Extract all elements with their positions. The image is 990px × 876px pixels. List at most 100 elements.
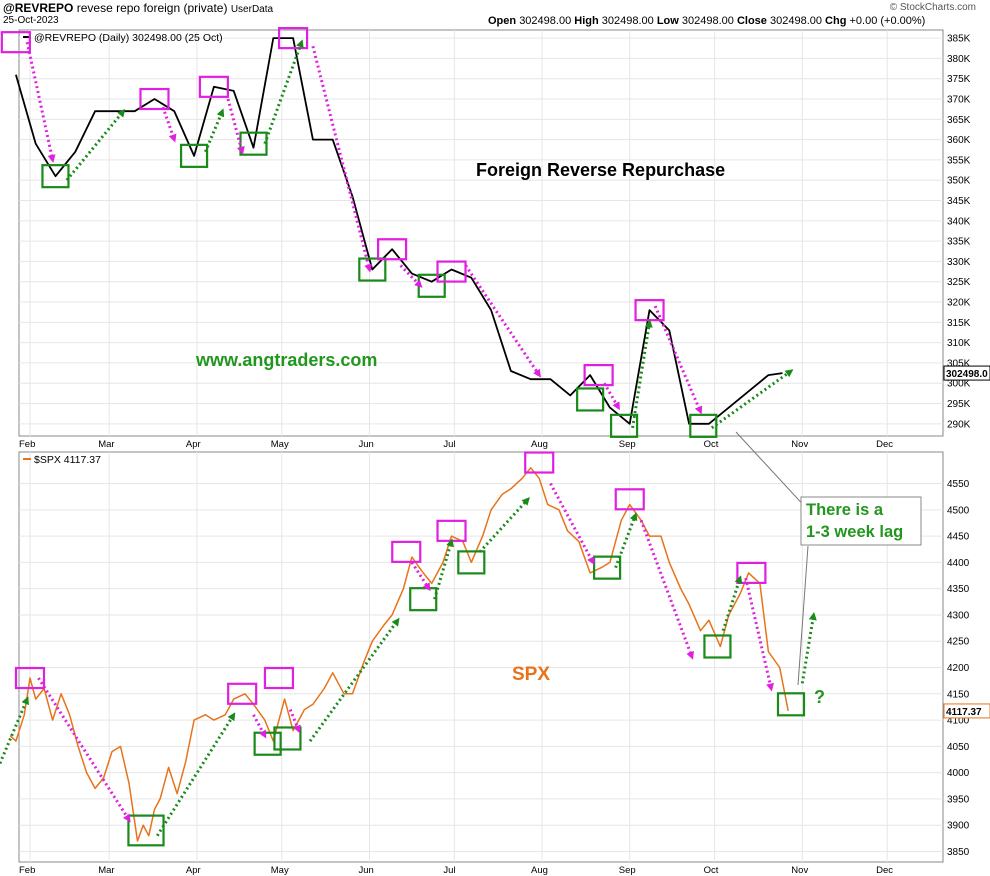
down-trend-arrow: [226, 98, 245, 155]
peak-marker-box: [377, 238, 408, 261]
header-title: @REVREPO revese repo foreign (private) U…: [3, 1, 273, 15]
spx-y-tick-label: 3950: [947, 794, 970, 805]
callout-pointer-line: [797, 545, 809, 686]
spx-x-tick-label: Sep: [619, 865, 636, 876]
revrepo-y-tick-label: 345K: [947, 196, 971, 207]
revrepo-y-tick-label: 320K: [947, 298, 971, 309]
peak-marker-box: [263, 666, 295, 690]
quote-chg-label: Chg: [825, 15, 847, 27]
spx-legend-text: $SPX 4117.37: [34, 454, 101, 466]
spx-y-tick-label: 4400: [947, 558, 970, 569]
up-trend-arrow: [433, 538, 454, 600]
spx-x-tick-label: Feb: [19, 865, 35, 876]
revrepo-y-tick-label: 310K: [947, 338, 971, 349]
chart-header: @REVREPO revese repo foreign (private) U…: [0, 0, 990, 30]
spx-x-tick-label: Aug: [531, 865, 548, 876]
revrepo-y-tick-label: 300K: [947, 379, 971, 390]
peak-marker-box: [227, 682, 258, 705]
header-symbol: @REVREPO: [3, 1, 74, 15]
down-trend-arrow: [288, 709, 301, 734]
revrepo-y-tick-label: 340K: [947, 216, 971, 227]
peak-marker-box: [736, 561, 767, 584]
trough-marker-box: [593, 555, 622, 580]
trough-marker-box: [457, 550, 486, 575]
up-trend-arrow: [0, 696, 29, 768]
spx-y-tick-label: 3850: [947, 847, 970, 858]
revrepo-panel: 290K 295K 300K 305K 310K 315K 320K 325K 330K 335K…: [0, 27, 990, 450]
spx-y-tick-label: 4500: [947, 505, 970, 516]
revrepo-legend: @REVREPO (Daily) 302498.00 (25 Oct): [23, 32, 223, 44]
header-description: revese repo foreign (private): [76, 1, 228, 15]
revrepo-y-tick-label: 290K: [947, 419, 971, 430]
spx-x-tick-label: Mar: [98, 865, 114, 876]
spx-x-tick-label: Jun: [358, 865, 373, 876]
peak-marker-box: [583, 364, 614, 387]
revrepo-last-value: 302498.0: [946, 369, 988, 380]
stockcharts-brand: © StockCharts.com: [889, 2, 976, 13]
down-trend-arrow: [161, 106, 177, 143]
chart-panels: 290K 295K 300K 305K 310K 315K 320K 325K 330K 335K…: [0, 27, 990, 876]
callout-box: [800, 496, 922, 546]
spx-y-tick-label: 4300: [947, 610, 970, 621]
peak-marker-box: [391, 540, 422, 563]
revrepo-y-tick-label: 355K: [947, 155, 971, 166]
up-trend-arrow: [710, 369, 794, 430]
spx-series-line: [9, 467, 789, 842]
revrepo-x-tick-label: May: [271, 439, 289, 450]
spx-y-tick-label: 4450: [947, 532, 970, 543]
revrepo-x-tick-label: Mar: [98, 439, 114, 450]
revrepo-y-tick-label: 325K: [947, 277, 971, 288]
spx-legend: $SPX 4117.37: [23, 454, 101, 466]
watermark-text: www.angtraders.com: [195, 350, 377, 370]
spx-chart-title: SPX: [512, 664, 550, 685]
quote-high-label: High: [574, 15, 599, 27]
revrepo-y-tick-label: 330K: [947, 257, 971, 268]
spx-y-tick-label: 4250: [947, 637, 970, 648]
revrepo-y-tick-label: 370K: [947, 95, 971, 106]
spx-y-tick-label: 4050: [947, 742, 970, 753]
revrepo-plot-frame: [18, 29, 944, 437]
question-mark: ?: [814, 687, 825, 707]
spx-plot-frame: [18, 451, 944, 863]
up-trend-arrow: [156, 712, 236, 837]
spx-x-tick-label: Dec: [876, 865, 893, 876]
spx-y-tick-label: 4100: [947, 716, 970, 727]
quote-chg: +0.00 (+0.00%): [849, 15, 926, 27]
peak-marker-box: [524, 451, 555, 474]
down-trend-arrow: [410, 561, 431, 592]
spx-x-tick-label: Oct: [704, 865, 719, 876]
revrepo-x-tick-label: Oct: [704, 439, 719, 450]
revrepo-y-tick-label: 365K: [947, 115, 971, 126]
down-trend-arrow: [744, 577, 774, 692]
spx-y-tick-label: 4200: [947, 663, 970, 674]
peak-marker-box: [14, 666, 46, 690]
revrepo-x-tick-label: Dec: [876, 439, 893, 450]
up-trend-arrow: [800, 611, 817, 684]
spx-last-value-box: [943, 703, 990, 719]
revrepo-x-tick-label: Jun: [358, 439, 373, 450]
callout-text: 1-3 week lag: [806, 523, 903, 541]
revrepo-last-value-box: [943, 365, 990, 381]
trough-marker-box: [127, 814, 165, 847]
revrepo-x-tick-label: Aug: [531, 439, 548, 450]
revrepo-x-tick-label: Nov: [791, 439, 808, 450]
revrepo-x-tick-label: Feb: [19, 439, 35, 450]
revrepo-x-tick-label: Sep: [619, 439, 636, 450]
trough-marker-box: [41, 164, 70, 189]
down-trend-arrow: [37, 677, 131, 823]
revrepo-legend-text: @REVREPO (Daily) 302498.00 (25 Oct): [34, 32, 223, 44]
quote-low-label: Low: [656, 15, 679, 27]
down-trend-arrow: [639, 519, 694, 660]
down-trend-arrow: [25, 41, 56, 163]
down-trend-arrow: [311, 45, 373, 273]
trough-marker-box: [689, 413, 718, 438]
spx-x-tick-label: Jul: [443, 865, 455, 876]
revrepo-y-tick-label: 350K: [947, 176, 971, 187]
trough-marker-box: [703, 634, 732, 659]
quote-low: 302498.00: [681, 15, 734, 27]
header-userdata: UserData: [230, 4, 274, 15]
spx-y-tick-label: 4150: [947, 689, 970, 700]
quote-open: 302498.00: [519, 15, 572, 27]
peak-marker-box: [0, 31, 31, 54]
spx-y-tick-label: 4550: [947, 479, 970, 490]
